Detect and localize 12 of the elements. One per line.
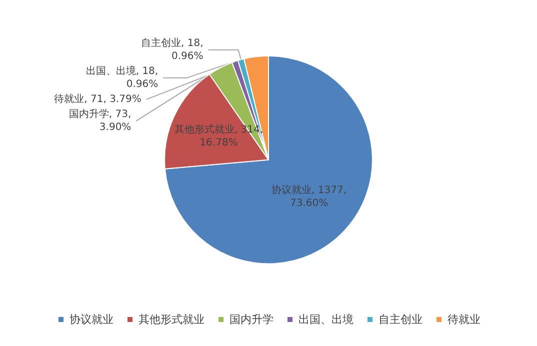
legend-label: 出国、出境	[298, 313, 354, 326]
data-label: 自主创业, 18, 0.96%	[141, 36, 204, 62]
data-label: 待就业, 71, 3.79%	[54, 92, 142, 105]
legend-label: 其他形式就业	[138, 313, 204, 326]
legend-label: 自主创业	[378, 313, 422, 326]
data-label: 协议就业, 1377, 73.60%	[272, 184, 347, 209]
data-label: 其他形式就业, 314, 16.78%	[174, 123, 264, 148]
legend-label: 国内升学	[230, 313, 274, 326]
data-label: 国内升学, 73, 3.90%	[68, 108, 132, 133]
legend-label: 协议就业	[70, 313, 114, 326]
legend-label: 待就业	[448, 313, 480, 326]
data-label: 出国、出境, 18, 0.96%	[86, 64, 158, 90]
